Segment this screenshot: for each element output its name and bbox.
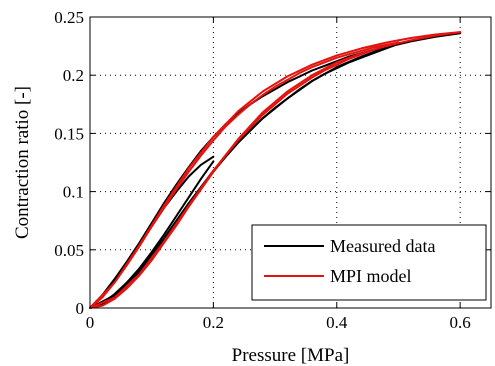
series-line: [89, 155, 215, 309]
tick-labels: 0 0.2 0.4 0.6 0 0.05 0.1 0.15 0.2 0.25: [54, 8, 471, 332]
x-tick-label: 0.2: [203, 313, 224, 332]
y-tick-label: 0: [76, 299, 85, 318]
legend-box: [251, 224, 487, 301]
y-tick-label: 0.05: [54, 241, 84, 260]
x-tick-label: 0.6: [450, 313, 471, 332]
series-line: [89, 32, 462, 309]
legend-label: MPI model: [330, 266, 412, 286]
x-tick-label: 0: [86, 313, 95, 332]
y-axis-label: Contraction ratio [-]: [12, 86, 33, 239]
y-tick-label: 0.1: [63, 183, 84, 202]
y-tick-label: 0.15: [54, 124, 84, 143]
legend-label: Measured data: [330, 236, 435, 256]
x-tick-label: 0.4: [326, 313, 348, 332]
ticks: [89, 16, 491, 309]
y-tick-label: 0.25: [54, 8, 84, 27]
legend: Measured data MPI model: [251, 224, 487, 301]
x-axis-label: Pressure [MPa]: [232, 345, 350, 366]
series-line: [89, 31, 462, 309]
series-line: [89, 31, 462, 309]
series-mpi-model: [89, 31, 462, 309]
plot-frame: [89, 16, 492, 309]
y-tick-label: 0.2: [63, 66, 84, 85]
series-layer: [89, 31, 462, 309]
